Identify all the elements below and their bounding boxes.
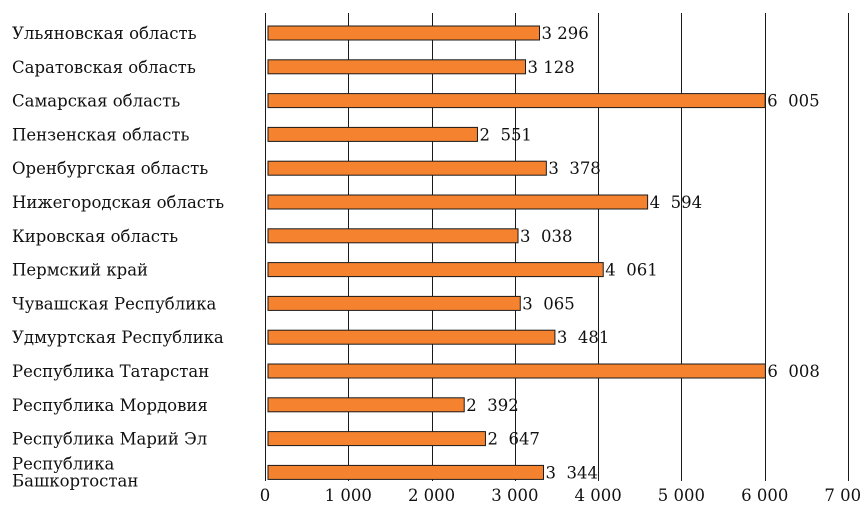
category-label-1: Саратовская область (12, 58, 196, 77)
bar-3 (267, 126, 478, 142)
x-tick-label-4000: 4 000 (575, 486, 622, 505)
category-label-6: Кировская область (12, 227, 178, 246)
value-label-4: 3 378 (548, 159, 600, 178)
bar-0 (267, 25, 541, 41)
category-label-7: Пермский край (12, 261, 148, 280)
bar-9 (267, 329, 556, 345)
x-tick-label-2000: 2 000 (408, 486, 455, 505)
bar-4 (267, 160, 547, 176)
category-label-11: Республика Мордовия (12, 396, 208, 415)
category-label-5: Нижегородская область (12, 193, 224, 212)
value-label-10: 6 008 (767, 362, 819, 381)
category-labels: Ульяновская область Саратовская область Са… (12, 24, 224, 490)
bar-12 (267, 431, 486, 447)
value-label-3: 2 551 (479, 125, 531, 144)
category-label-10: Республика Татарстан (12, 362, 209, 381)
category-label-9: Удмуртская Республика (12, 328, 224, 347)
value-label-7: 4 061 (605, 261, 657, 280)
value-label-11: 2 392 (466, 396, 518, 415)
x-tick-label-0: 0 (260, 486, 271, 505)
category-label-line: Республика (12, 454, 115, 473)
value-label-0: 3 296 (542, 24, 589, 43)
value-label-2: 6 005 (767, 92, 819, 111)
value-label-13: 3 344 (546, 463, 598, 482)
value-label-1: 3 128 (528, 58, 575, 77)
x-axis-tick-labels: 0 1 000 2 000 3 000 4 000 5 000 6 000 7 000 (260, 486, 861, 505)
category-label-0: Ульяновская область (12, 24, 197, 43)
grid-lines (265, 13, 849, 481)
bar-5 (267, 194, 649, 210)
bar-6 (267, 228, 519, 244)
bars (267, 25, 766, 480)
category-label-3: Пензенская область (12, 125, 190, 144)
x-tick-label-7000: 7 000 (824, 486, 861, 505)
x-tick-label-6000: 6 000 (741, 486, 788, 505)
category-label-line: Башкортостан (12, 471, 138, 490)
bar-11 (267, 397, 465, 413)
bar-8 (267, 295, 521, 311)
value-label-8: 3 065 (522, 294, 574, 313)
bar-10 (267, 363, 766, 379)
value-labels: 3 296 3 128 6 005 2 551 3 378 4 594 3 038 4 061… (466, 24, 820, 482)
value-label-12: 2 647 (487, 430, 539, 449)
category-label-12: Республика Марий Эл (12, 430, 207, 449)
x-tick-label-1000: 1 000 (325, 486, 372, 505)
value-label-6: 3 038 (520, 227, 572, 246)
x-tick-label-5000: 5 000 (658, 486, 705, 505)
category-label-8: Чувашская Республика (12, 294, 217, 313)
value-label-9: 3 481 (557, 328, 609, 347)
category-label-4: Оренбургская область (12, 159, 208, 178)
bar-2 (267, 93, 766, 109)
x-tick-label-3000: 3 000 (491, 486, 538, 505)
category-label-2: Самарская область (12, 92, 180, 111)
category-label-13: Республика Башкортостан (12, 454, 138, 490)
bar-13 (267, 464, 545, 480)
value-label-5: 4 594 (650, 193, 702, 212)
bar-7 (267, 262, 604, 278)
bar-1 (267, 59, 527, 75)
